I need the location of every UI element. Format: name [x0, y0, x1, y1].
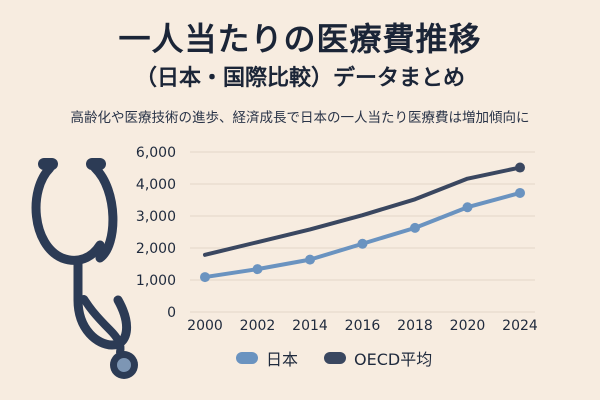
data-point-japan	[515, 187, 525, 198]
data-point-japan	[305, 254, 315, 265]
chart-subtitle: （日本・国際比較）データまとめ	[134, 66, 465, 91]
legend-item-oecd: OECD平均	[324, 346, 432, 370]
legend-swatch-oecd	[324, 352, 347, 364]
data-point-japan	[357, 238, 368, 249]
legend-item-japan: 日本	[236, 346, 298, 370]
data-point-japan	[410, 222, 420, 233]
x-tick-label: 2018	[397, 318, 433, 334]
y-tick-label: 1,000	[136, 273, 176, 289]
y-tick-label: 3,000	[136, 209, 176, 225]
chart-legend: 日本 OECD平均	[236, 346, 458, 370]
stethoscope-icon	[31, 158, 138, 379]
legend-swatch-japan	[236, 352, 258, 364]
legend-label-oecd: OECD平均	[354, 350, 433, 369]
data-point-japan	[200, 272, 210, 283]
x-tick-label: 2020	[450, 318, 486, 334]
x-tick-label: 2002	[240, 318, 276, 334]
data-point-japan	[462, 202, 473, 213]
series-line-oecd	[203, 165, 522, 257]
legend-label-japan: 日本	[266, 350, 299, 369]
y-tick-label: 6,000	[136, 145, 176, 161]
series-line-japan	[203, 190, 522, 280]
data-point-oecd	[515, 162, 525, 173]
x-tick-label: 2000	[187, 318, 223, 334]
chart-title: 一人当たりの医療費推移	[118, 20, 482, 58]
y-tick-label: 0	[167, 305, 176, 321]
x-tick-label: 2024	[502, 318, 538, 334]
y-tick-label: 2,000	[136, 241, 176, 257]
data-point-japan	[252, 264, 263, 275]
y-tick-label: 4,000	[136, 177, 176, 193]
chart-caption: 高齢化や医療技術の進歩、経済成長で日本の一人当たり医療費は増加傾向に	[70, 110, 530, 126]
x-tick-label: 2014	[292, 318, 328, 334]
x-tick-label: 2016	[345, 318, 381, 334]
